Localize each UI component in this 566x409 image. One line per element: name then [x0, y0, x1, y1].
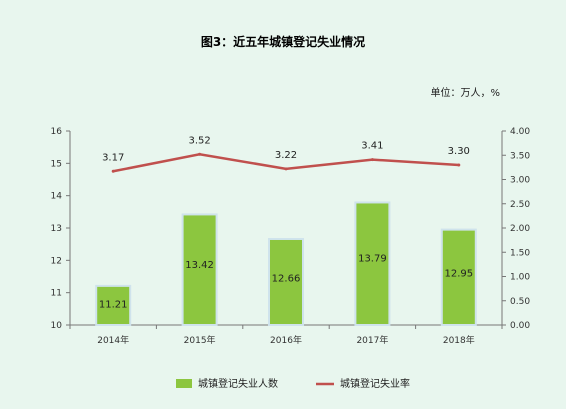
- left-axis-tick-label: 16: [51, 127, 63, 137]
- bar-value-label: 13.79: [358, 254, 387, 265]
- line-point: [457, 163, 461, 167]
- legend-label-bar: 城镇登记失业人数: [198, 377, 278, 390]
- line-value-label: 3.30: [448, 146, 470, 157]
- x-axis-tick-label: 2016年: [270, 334, 302, 346]
- right-axis-tick-label: 0.00: [510, 321, 530, 331]
- bar-value-label: 12.66: [272, 274, 301, 285]
- right-axis-tick-label: 0.50: [510, 297, 530, 307]
- bar-value-label: 11.21: [99, 299, 128, 310]
- bar-value-label: 12.95: [444, 269, 473, 280]
- bar-value-label: 13.42: [185, 260, 214, 271]
- left-axis-tick-label: 15: [51, 159, 62, 169]
- bar: [95, 284, 132, 327]
- left-axis-tick-label: 12: [51, 256, 62, 266]
- x-axis-tick-label: 2017年: [356, 334, 388, 346]
- line-point: [370, 158, 374, 162]
- left-axis-tick-label: 13: [51, 224, 62, 234]
- x-axis-tick-label: 2018年: [443, 334, 475, 346]
- bar: [354, 201, 391, 326]
- x-axis-tick-label: 2014年: [97, 334, 129, 346]
- legend-label-line: 城镇登记失业率: [340, 377, 410, 390]
- line-point: [198, 152, 202, 156]
- line-value-label: 3.41: [361, 141, 383, 152]
- plot-area: 10 11 12 13 14 15 16 0.00 0.50 1.00 1.50 2.00 2.50 3.…: [51, 127, 531, 346]
- x-axis-tick-label: 2015年: [184, 334, 216, 346]
- line-point: [284, 167, 288, 171]
- chart-title: 图3：近五年城镇登记失业情况: [201, 34, 365, 49]
- right-axis-tick-label: 1.50: [510, 248, 530, 258]
- left-axis-tick-label: 11: [51, 289, 62, 299]
- right-axis-tick-label: 1.00: [510, 273, 530, 283]
- right-axis-tick-label: 3.00: [510, 176, 530, 186]
- legend: 城镇登记失业人数 城镇登记失业率: [176, 377, 410, 390]
- line-value-label: 3.17: [102, 152, 124, 163]
- bar: [440, 228, 477, 326]
- left-axis-tick-label: 14: [51, 192, 63, 202]
- right-axis-tick-label: 4.00: [510, 127, 530, 137]
- right-axis-tick-label: 2.50: [510, 200, 530, 210]
- left-axis-tick-label: 10: [51, 321, 63, 331]
- unit-label: 单位：万人，%: [430, 86, 500, 99]
- bar: [268, 237, 304, 326]
- bar: [181, 213, 218, 326]
- line-value-label: 3.22: [275, 150, 297, 161]
- line-point: [111, 169, 115, 173]
- right-axis-tick-label: 2.00: [510, 224, 530, 234]
- line-value-label: 3.52: [188, 135, 210, 146]
- right-axis-tick-label: 3.50: [510, 151, 530, 161]
- legend-swatch-bar: [176, 379, 192, 388]
